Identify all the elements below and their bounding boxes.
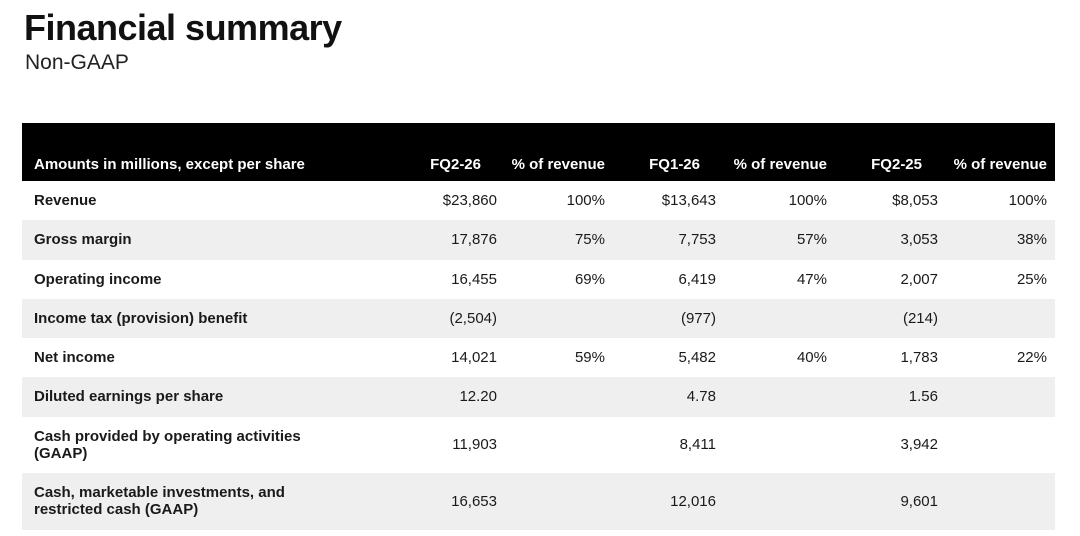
cell-value: $13,643 <box>661 192 716 210</box>
table-row: Revenue $23,860 100% $13,643 100% $8,053… <box>22 181 1055 220</box>
row-label: Diluted earnings per share <box>34 388 224 406</box>
table-row: Cash provided by operating activities (G… <box>22 417 1055 474</box>
table-row: Net income 14,021 59% 5,482 40% 1,783 22… <box>22 338 1055 377</box>
cell-value: 100% <box>788 192 827 210</box>
table-row: Cash, marketable investments, and restri… <box>22 473 1055 530</box>
table-row: Gross margin 17,876 75% 7,753 57% 3,053 … <box>22 220 1055 260</box>
row-label: Gross margin <box>34 231 132 249</box>
table-row: Operating income 16,455 69% 6,419 47% 2,… <box>22 260 1055 299</box>
cell-value: 40% <box>796 349 827 367</box>
cell-value: $23,860 <box>442 192 497 210</box>
cell-value: 4.78 <box>686 388 716 406</box>
cell-value: 25% <box>1016 270 1047 288</box>
cell-value: 69% <box>574 270 605 288</box>
cell-value: 11,903 <box>452 436 497 454</box>
header-col-pct-revenue-2: % of revenue <box>724 123 835 181</box>
cell-value <box>946 299 1055 338</box>
cell-value <box>946 473 1055 530</box>
header-col-fq2-26: FQ2-26 <box>400 123 505 181</box>
cell-value: 1,783 <box>900 349 938 367</box>
table-row: Income tax (provision) benefit (2,504) (… <box>22 298 1055 338</box>
cell-value: 1.56 <box>908 388 938 406</box>
cell-value: 8,411 <box>679 436 716 454</box>
header-col-fq2-25: FQ2-25 <box>835 123 946 181</box>
cell-value: 57% <box>796 231 827 249</box>
table-header: Amounts in millions, except per share FQ… <box>22 123 1055 181</box>
header-col-pct-revenue-3: % of revenue <box>946 123 1055 181</box>
financial-summary-table: Amounts in millions, except per share FQ… <box>22 123 1055 530</box>
row-label: Net income <box>34 349 115 366</box>
cell-value <box>724 299 835 338</box>
cell-value: (977) <box>680 309 716 327</box>
cell-value: 3,942 <box>900 436 938 454</box>
cell-value: (214) <box>902 309 938 327</box>
cell-value: 14,021 <box>451 349 497 367</box>
cell-value: 6,419 <box>678 270 716 288</box>
cell-value <box>724 377 835 416</box>
table-body: Revenue $23,860 100% $13,643 100% $8,053… <box>22 181 1055 530</box>
cell-value <box>724 473 835 530</box>
cell-value <box>505 299 613 338</box>
cell-value: 12.20 <box>459 388 497 406</box>
cell-value <box>505 377 613 416</box>
cell-value: 9,601 <box>900 492 938 510</box>
header-amounts-label: Amounts in millions, except per share <box>22 123 400 181</box>
cell-value: 22% <box>1016 349 1047 367</box>
cell-value: 17,876 <box>451 231 497 249</box>
row-label: Cash provided by operating activities (G… <box>34 427 301 462</box>
row-label: Cash, marketable investments, and restri… <box>34 484 285 519</box>
header-col-fq1-26: FQ1-26 <box>613 123 724 181</box>
cell-value: 5,482 <box>678 349 716 367</box>
page-subtitle: Non-GAAP <box>25 51 129 74</box>
cell-value: 16,653 <box>451 492 497 510</box>
cell-value: 12,016 <box>670 492 716 510</box>
cell-value: 100% <box>566 192 605 210</box>
row-label: Revenue <box>34 192 97 209</box>
cell-value: 3,053 <box>900 231 938 249</box>
cell-value: 16,455 <box>451 270 497 288</box>
cell-value <box>946 377 1055 416</box>
cell-value: 2,007 <box>900 270 938 288</box>
table-header-row: Amounts in millions, except per share FQ… <box>22 123 1055 181</box>
cell-value: 47% <box>796 270 827 288</box>
row-label: Operating income <box>34 270 162 288</box>
table-row: Diluted earnings per share 12.20 4.78 1.… <box>22 377 1055 417</box>
cell-value: 38% <box>1016 231 1047 249</box>
row-label: Income tax (provision) benefit <box>34 309 248 327</box>
page-title: Financial summary <box>24 7 342 48</box>
cell-value: 7,753 <box>678 231 716 249</box>
cell-value: 75% <box>574 231 605 249</box>
header-col-pct-revenue-1: % of revenue <box>505 123 613 181</box>
cell-value <box>505 473 613 530</box>
cell-value: 59% <box>574 349 605 367</box>
cell-value <box>505 417 613 474</box>
cell-value <box>724 417 835 474</box>
cell-value <box>946 417 1055 474</box>
cell-value: (2,504) <box>449 309 497 327</box>
cell-value: 100% <box>1008 192 1047 210</box>
cell-value: $8,053 <box>892 192 938 210</box>
